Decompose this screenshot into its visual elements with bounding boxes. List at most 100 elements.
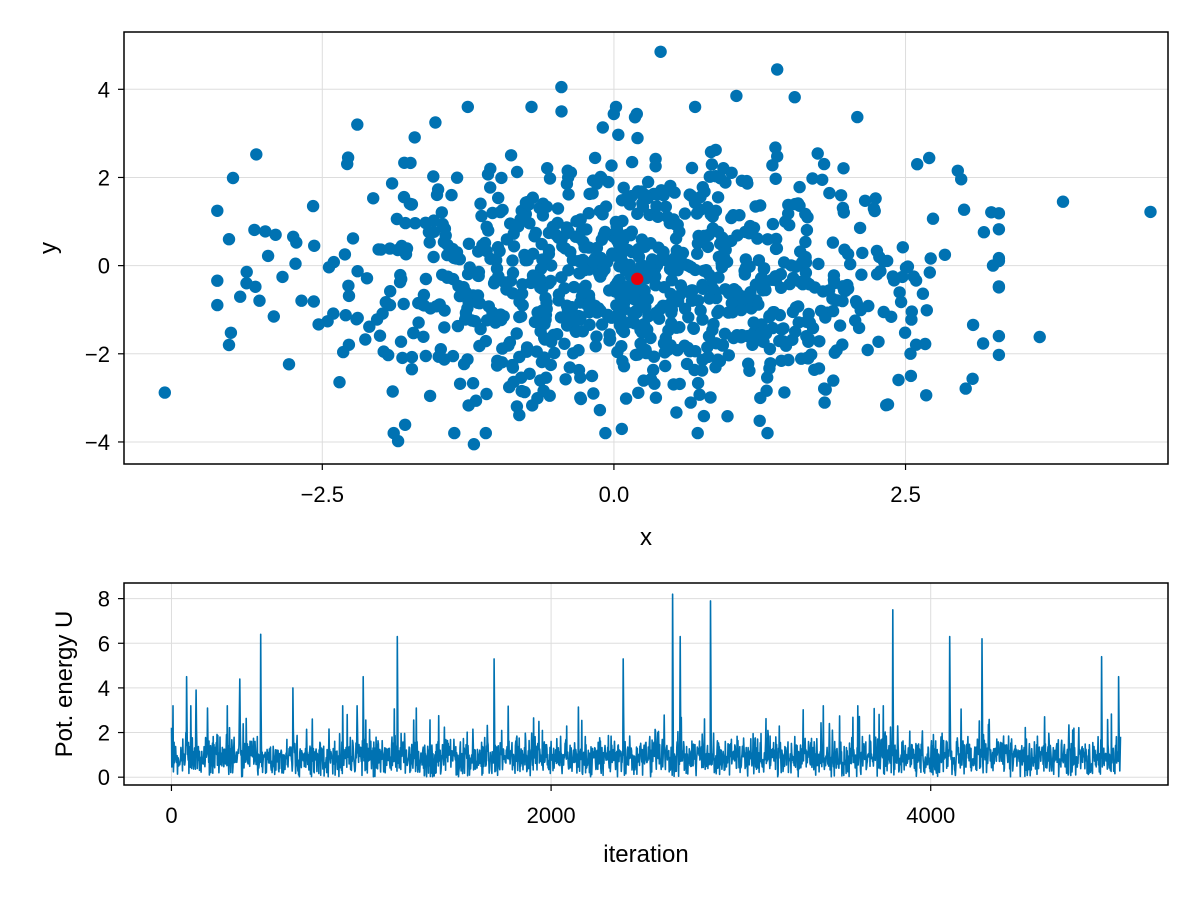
scatter-point (687, 322, 700, 335)
scatter-point (862, 299, 875, 313)
scatter-point (678, 207, 692, 220)
scatter-point (759, 327, 773, 340)
scatter-point (574, 392, 588, 406)
scatter-point (853, 221, 867, 235)
scatter-point (659, 359, 672, 373)
scatter-point (799, 266, 813, 279)
scatter-point (924, 252, 937, 265)
scatter-point (771, 63, 784, 76)
scatter-point (837, 206, 850, 219)
scatter-point (818, 396, 831, 409)
scatter-point (992, 348, 1006, 362)
scatter-point (404, 156, 417, 170)
scatter-point (701, 201, 714, 214)
scatter-point (431, 183, 445, 196)
scatter-point (474, 322, 487, 336)
scatter-point (572, 344, 585, 357)
scatter-point (295, 294, 308, 307)
scatter-point (966, 318, 980, 332)
scatter-point (459, 306, 473, 320)
scatter-point (641, 175, 655, 189)
scatter-point (545, 259, 558, 272)
scatter-point (752, 298, 765, 311)
scatter-point (342, 279, 355, 292)
scatter-point (751, 232, 764, 245)
scatter-point (399, 216, 412, 230)
scatter-point (833, 319, 847, 332)
scatter-point (226, 171, 240, 185)
scatter-point (976, 337, 990, 350)
energy-y-tick-label: 0 (98, 765, 110, 790)
scatter-point (702, 350, 715, 364)
scatter-point (920, 389, 933, 402)
scatter-point (211, 274, 224, 287)
scatter-point (957, 203, 971, 216)
scatter-point (500, 233, 514, 246)
scatter-point (391, 434, 405, 448)
scatter-point (786, 333, 799, 346)
scatter-point (788, 91, 801, 104)
scatter-point (432, 350, 445, 363)
scatter-point (754, 199, 767, 212)
scatter-point (654, 45, 667, 58)
scatter-point (816, 173, 829, 186)
scatter-point (475, 209, 488, 223)
scatter-point (850, 297, 863, 310)
scatter-point (778, 386, 791, 399)
scatter-point (703, 170, 716, 183)
scatter-point (631, 207, 644, 220)
scatter-point (417, 288, 431, 302)
scatter-x-tick-label: −2.5 (301, 482, 344, 507)
scatter-point (545, 335, 558, 348)
scatter-point (923, 266, 936, 279)
scatter-point (671, 258, 684, 271)
scatter-x-tick-label: 0.0 (599, 482, 630, 507)
scatter-point (777, 322, 790, 335)
scatter-point (578, 263, 591, 277)
scatter-point (463, 261, 476, 274)
scatter-point (600, 256, 614, 269)
scatter-point (631, 131, 644, 145)
scatter-point (427, 225, 441, 238)
scatter-point (596, 121, 609, 134)
scatter-point (559, 373, 572, 386)
scatter-point (372, 243, 385, 256)
scatter-point (849, 314, 862, 327)
scatter-point (802, 352, 815, 365)
energy-y-axis-label: Pot. energy U (51, 611, 78, 758)
scatter-point (290, 236, 303, 249)
scatter-point (992, 223, 1006, 236)
scatter-point (333, 376, 346, 389)
scatter-point (616, 355, 629, 368)
scatter-point (391, 243, 404, 257)
scatter-point (611, 345, 624, 359)
scatter-point (630, 107, 643, 121)
scatter-point (341, 157, 354, 171)
scatter-point (494, 308, 507, 321)
scatter-point (658, 346, 671, 359)
scatter-point (644, 373, 658, 386)
scatter-point (916, 287, 930, 300)
scatter-point (560, 299, 574, 312)
scatter-point (869, 192, 882, 205)
scatter-x-axis-label: x (640, 524, 652, 551)
scatter-point (593, 403, 607, 417)
scatter-point (796, 278, 809, 291)
scatter-point (589, 340, 602, 353)
scatter-point (384, 285, 397, 298)
scatter-point (490, 359, 504, 372)
scatter-point (688, 100, 702, 114)
scatter-point (588, 151, 602, 165)
scatter-point (536, 253, 549, 266)
scatter-point (657, 245, 670, 259)
scatter-point (905, 313, 918, 326)
scatter-point (622, 280, 635, 293)
scatter-point (222, 233, 236, 246)
scatter-point (516, 278, 529, 291)
scatter-point (398, 418, 412, 431)
scatter-point (598, 225, 612, 239)
scatter-point (607, 107, 620, 121)
scatter-point (506, 287, 519, 300)
scatter-point (684, 396, 697, 409)
energy-panel: 0 2000 4000 0 2 4 6 8 iteration Pot. energy U (51, 582, 1169, 868)
